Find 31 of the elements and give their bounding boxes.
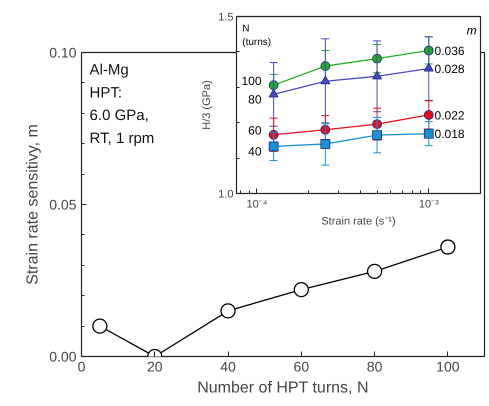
y-tick-label: 1.5 (218, 12, 234, 24)
x-tick-label: 80 (366, 358, 383, 374)
x-tick-label: 0 (78, 358, 86, 374)
annotation: 6.0 GPa, (90, 107, 149, 124)
y-tick-label: 0.10 (49, 44, 77, 60)
x-tick-label: 100 (436, 358, 460, 374)
series-label: 80 (248, 92, 262, 106)
y-axis-title: Strain rate sensitivy, m (24, 124, 42, 285)
annotation: Al-Mg (90, 62, 129, 79)
x-axis-title: Strain rate (s⁻¹) (321, 216, 396, 228)
annotation: 0.022 (434, 108, 465, 122)
annotation: m (466, 24, 477, 38)
x-tick-label: 40 (220, 358, 236, 374)
series-label: 100 (241, 74, 262, 88)
y-tick-label: 0.05 (49, 196, 77, 212)
x-tick-label: 10⁻⁴ (246, 198, 268, 210)
annotation: 0.018 (434, 127, 465, 142)
series-label: 40 (248, 144, 262, 158)
annotation: 0.028 (434, 62, 465, 76)
y-axis-title: H/3 (GPa) (201, 80, 214, 130)
annotation: RT, 1 rpm (90, 130, 154, 148)
x-tick-label: 10⁻³ (418, 198, 440, 210)
x-tick-label: 20 (146, 358, 163, 374)
y-tick-label: 0.00 (49, 348, 77, 364)
annotation: HPT: (90, 84, 122, 102)
series-label: 60 (248, 124, 262, 138)
y-tick-label: 1.0 (218, 188, 234, 200)
annotation: 0.036 (434, 44, 465, 58)
x-tick-label: 60 (294, 358, 310, 374)
x-axis-title: Number of HPT turns, N (197, 380, 369, 396)
annotation: N (turns) (242, 24, 272, 48)
